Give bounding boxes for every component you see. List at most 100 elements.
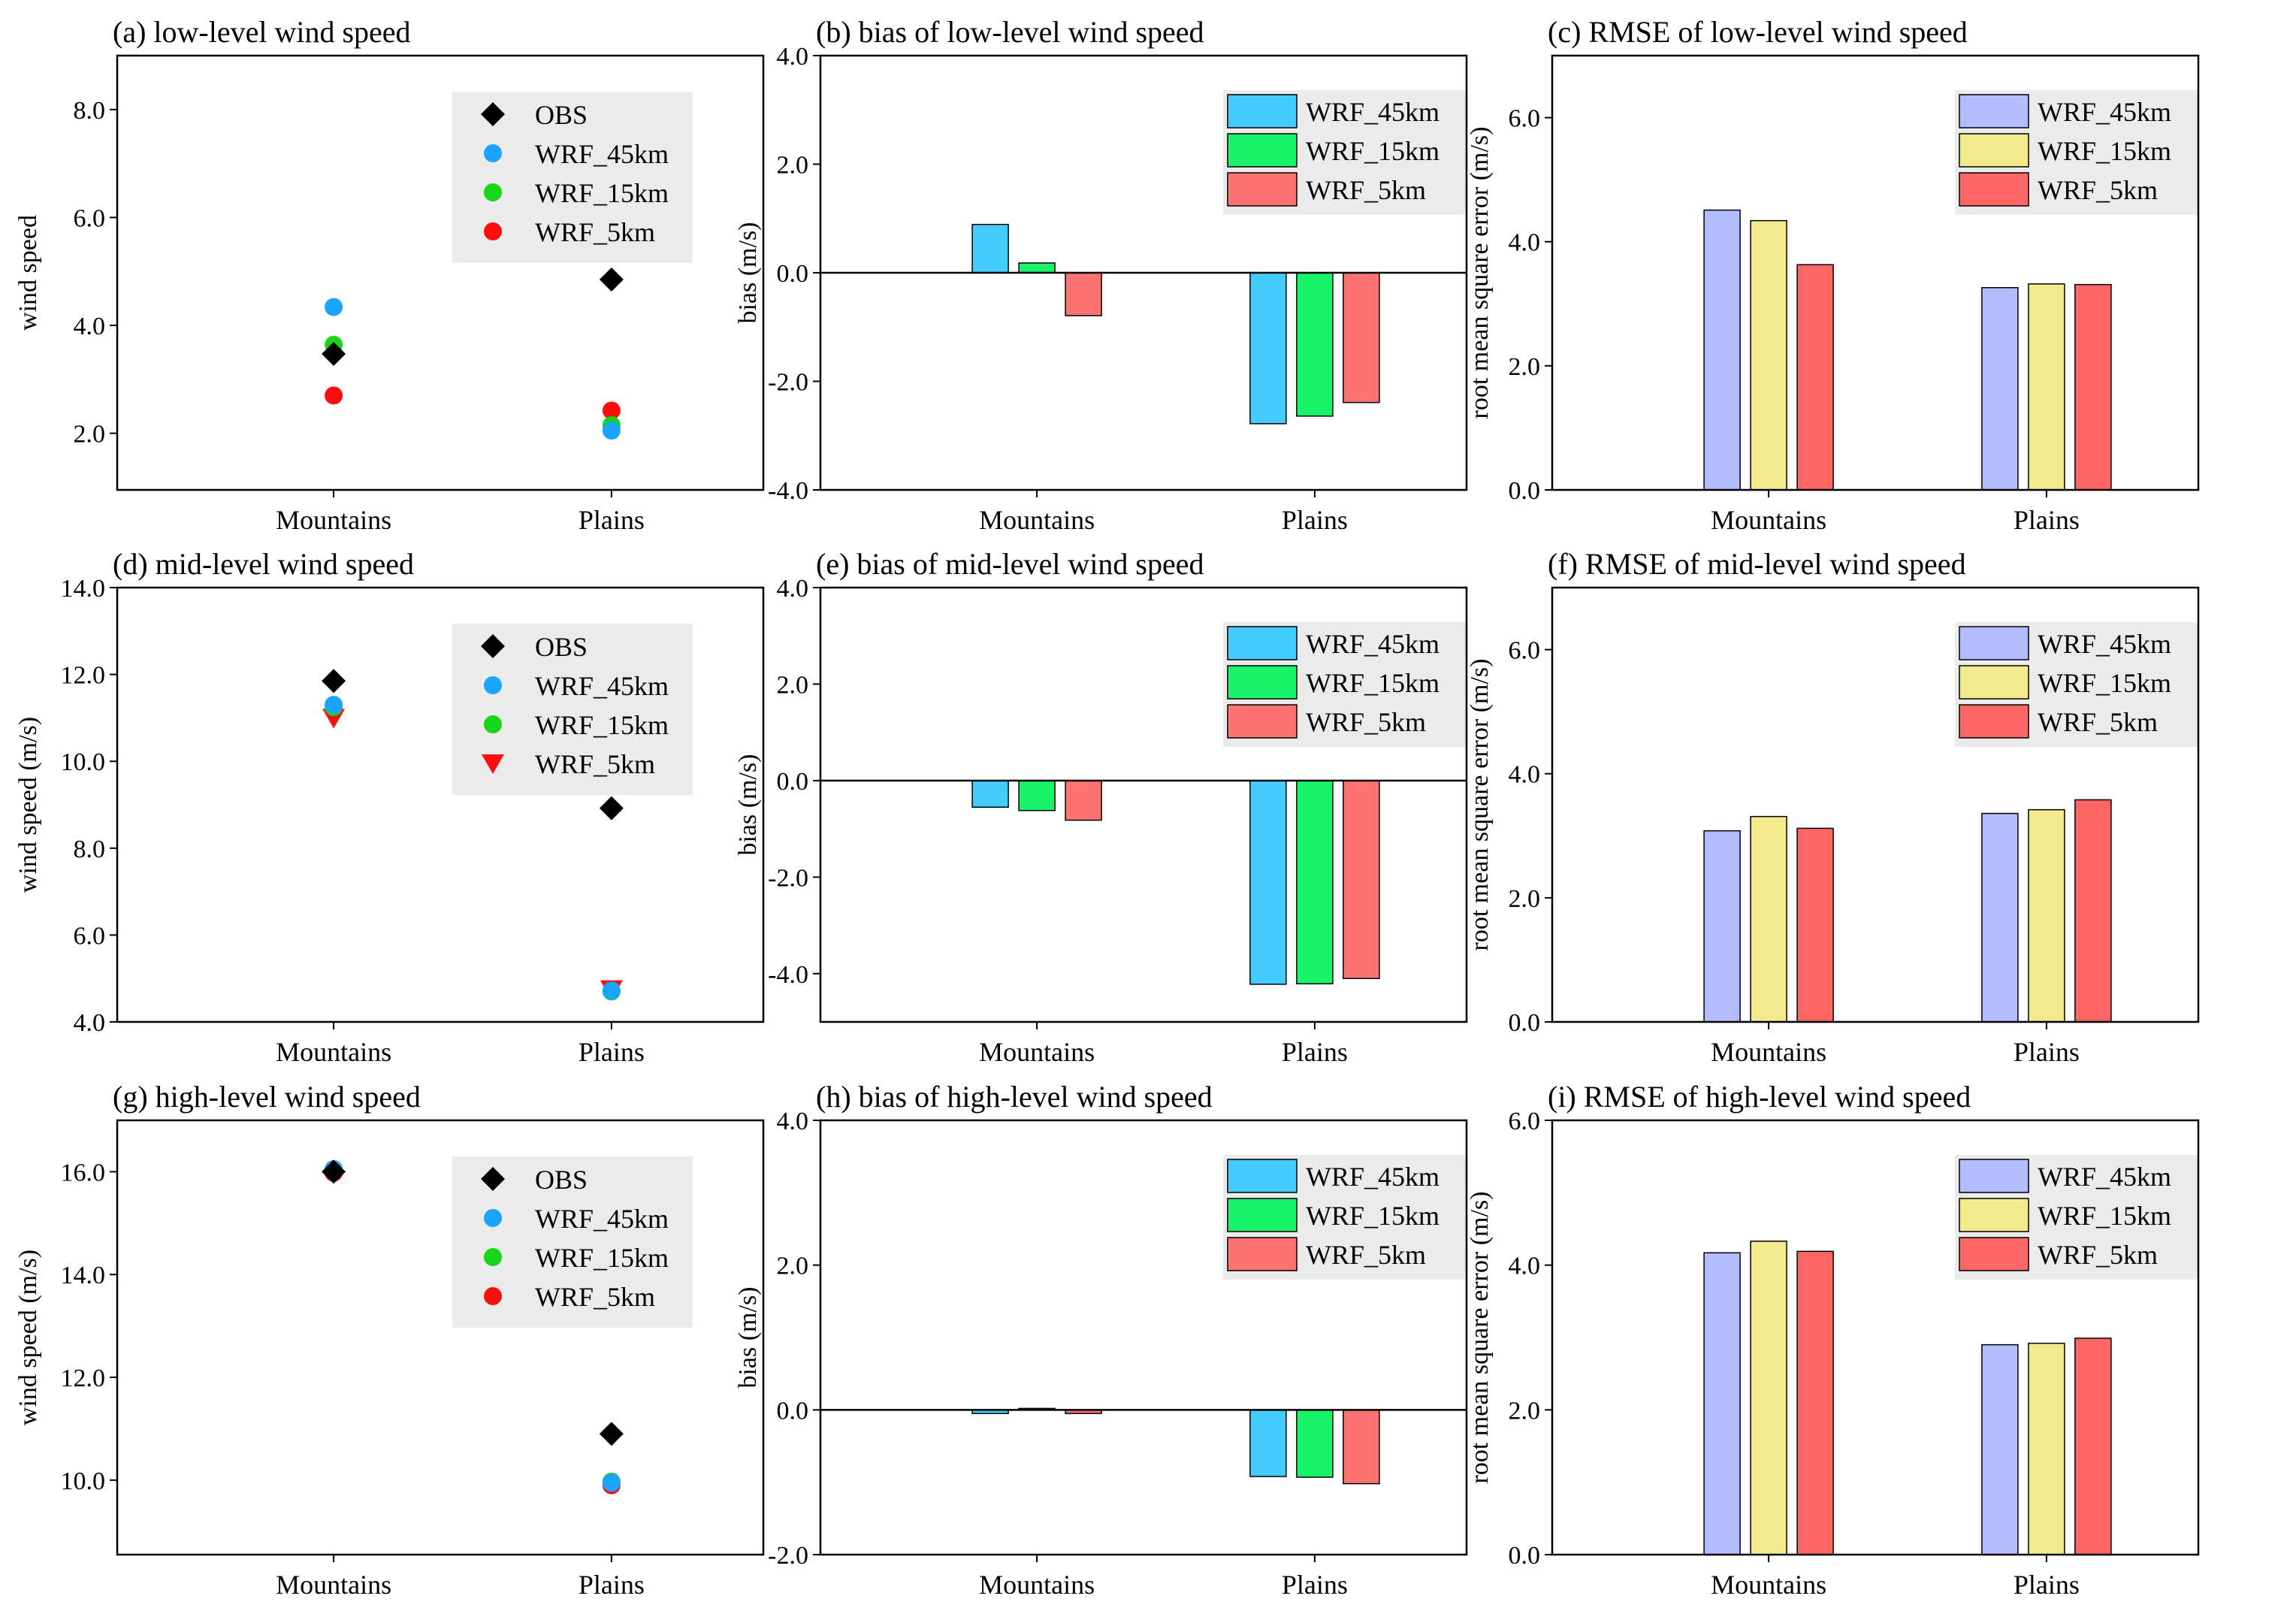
y-tick-label: 6.0	[74, 922, 106, 950]
plot-frame	[819, 54, 1468, 491]
legend-swatch	[1959, 626, 2029, 660]
legend-marker	[484, 1209, 502, 1227]
legend-swatch	[1959, 665, 2029, 700]
legend-marker	[481, 102, 505, 126]
bar-wrf-15km-mountains	[1750, 219, 1787, 491]
panel-title: (g) high-level wind speed	[113, 1080, 421, 1114]
panel-b: (b) bias of low-level wind speed -4.0 -2.0…	[734, 15, 1468, 535]
y-axis-label: wind speed	[14, 215, 42, 331]
y-tick-label: 0.0	[1509, 1542, 1541, 1570]
y-tick-label: 14.0	[61, 1262, 106, 1289]
legend-marker	[481, 1167, 505, 1191]
legend-label: WRF_15km	[1306, 1201, 1440, 1231]
x-tick-label: Mountains	[1711, 505, 1826, 535]
bar-wrf-5km-plains	[2074, 799, 2112, 1023]
y-tick-label: 6.0	[1509, 637, 1541, 665]
bar-wrf-45km-plains	[1249, 1409, 1287, 1477]
legend-swatch	[1227, 133, 1298, 168]
point-wrf-5km-plains	[602, 401, 621, 420]
y-tick-label: 4.0	[1509, 1253, 1541, 1280]
bar-wrf-45km-mountains	[1703, 1252, 1741, 1555]
legend-swatch	[1959, 94, 2029, 128]
y-axis-label: bias (m/s)	[734, 1286, 762, 1388]
x-tick-label: Plains	[2014, 1570, 2080, 1600]
y-axis-label: wind speed (m/s)	[14, 1250, 42, 1425]
panel-c: (c) RMSE of low-level wind speed 0.0 2.0 4.…	[1466, 15, 2200, 535]
y-tick-label: 4.0	[1509, 761, 1541, 789]
bar-wrf-45km-plains	[1981, 812, 2019, 1023]
bar-wrf-15km-plains	[1296, 780, 1334, 985]
legend-label: WRF_5km	[2038, 707, 2158, 737]
y-tick-label: -4.0	[768, 961, 808, 989]
legend-label: WRF_5km	[1306, 175, 1426, 205]
x-tick-label: Mountains	[979, 1037, 1095, 1067]
panel-i: (i) RMSE of high-level wind speed 0.0 2.0 4…	[1466, 1080, 2200, 1600]
y-tick-label: 6.0	[1509, 1108, 1541, 1135]
bar-wrf-5km-plains	[1343, 272, 1380, 404]
legend-label: OBS	[535, 632, 588, 662]
legend-label: WRF_45km	[1306, 97, 1440, 127]
legend-swatch	[1959, 704, 2029, 739]
x-tick-label: Plains	[2014, 1037, 2080, 1067]
y-tick-label: 2.0	[1509, 1397, 1541, 1425]
point-wrf-45km-plains	[602, 981, 621, 1000]
y-tick-label: 8.0	[74, 97, 106, 125]
legend-label: WRF_45km	[2038, 97, 2171, 127]
panel-title: (d) mid-level wind speed	[113, 547, 414, 581]
legend-label: WRF_15km	[2038, 668, 2171, 698]
y-tick-label: 2.0	[777, 1253, 809, 1280]
y-tick-label: -2.0	[768, 369, 808, 397]
legend-swatch	[1959, 133, 2029, 168]
y-tick-label: 4.0	[777, 43, 809, 71]
panel-h: (h) bias of high-level wind speed -2.0 0.0…	[734, 1080, 1468, 1600]
plot-frame	[1551, 54, 2200, 491]
legend-label: WRF_5km	[535, 1282, 655, 1312]
y-axis-label: wind speed (m/s)	[14, 717, 42, 893]
legend-label: WRF_15km	[2038, 1201, 2171, 1231]
bar-wrf-5km-plains	[1343, 1409, 1380, 1485]
bar-wrf-5km-mountains	[1065, 272, 1102, 316]
y-tick-label: 4.0	[74, 313, 106, 340]
y-tick-label: -2.0	[768, 1542, 808, 1570]
legend-label: WRF_15km	[2038, 136, 2171, 166]
point-obs-mountains	[322, 342, 346, 367]
legend-swatch	[1227, 665, 1298, 700]
x-tick-label: Plains	[579, 1570, 645, 1600]
point-wrf-45km-mountains	[325, 696, 343, 715]
y-axis-label: root mean square error (m/s)	[1466, 1192, 1494, 1484]
legend-swatch	[1959, 172, 2029, 207]
legend-marker	[484, 1248, 502, 1266]
legend-marker	[484, 1287, 502, 1305]
y-tick-label: 8.0	[74, 836, 106, 863]
y-tick-label: 14.0	[61, 575, 106, 603]
legend-marker	[484, 715, 502, 733]
y-tick-label: 0.0	[1509, 477, 1541, 505]
x-tick-label: Mountains	[979, 1570, 1095, 1600]
legend-label: WRF_15km	[535, 1243, 669, 1273]
x-tick-label: Mountains	[1711, 1037, 1826, 1067]
x-tick-label: Plains	[1282, 1570, 1348, 1600]
panel-title: (a) low-level wind speed	[113, 15, 411, 49]
legend-swatch	[1227, 626, 1298, 660]
y-tick-label: 2.0	[1509, 885, 1541, 913]
x-tick-label: Mountains	[276, 505, 391, 535]
bar-wrf-15km-mountains	[1018, 780, 1056, 812]
bar-wrf-5km-mountains	[1796, 1250, 1834, 1555]
legend-label: WRF_15km	[535, 178, 669, 208]
legend-swatch	[1959, 1198, 2029, 1232]
bar-wrf-45km-plains	[1981, 1343, 2019, 1555]
x-tick-label: Plains	[2014, 505, 2080, 535]
x-tick-label: Mountains	[979, 505, 1095, 535]
x-tick-label: Mountains	[276, 1570, 391, 1600]
legend-label: WRF_45km	[535, 139, 669, 169]
legend-label: WRF_5km	[535, 217, 655, 247]
legend-swatch	[1959, 1159, 2029, 1193]
plot-frame	[116, 54, 765, 491]
point-obs-plains	[599, 796, 624, 821]
bar-wrf-45km-mountains	[971, 780, 1009, 808]
bar-wrf-15km-plains	[2028, 283, 2065, 491]
x-tick-label: Plains	[579, 1037, 645, 1067]
y-tick-label: 0.0	[777, 260, 809, 288]
x-tick-label: Plains	[1282, 505, 1348, 535]
